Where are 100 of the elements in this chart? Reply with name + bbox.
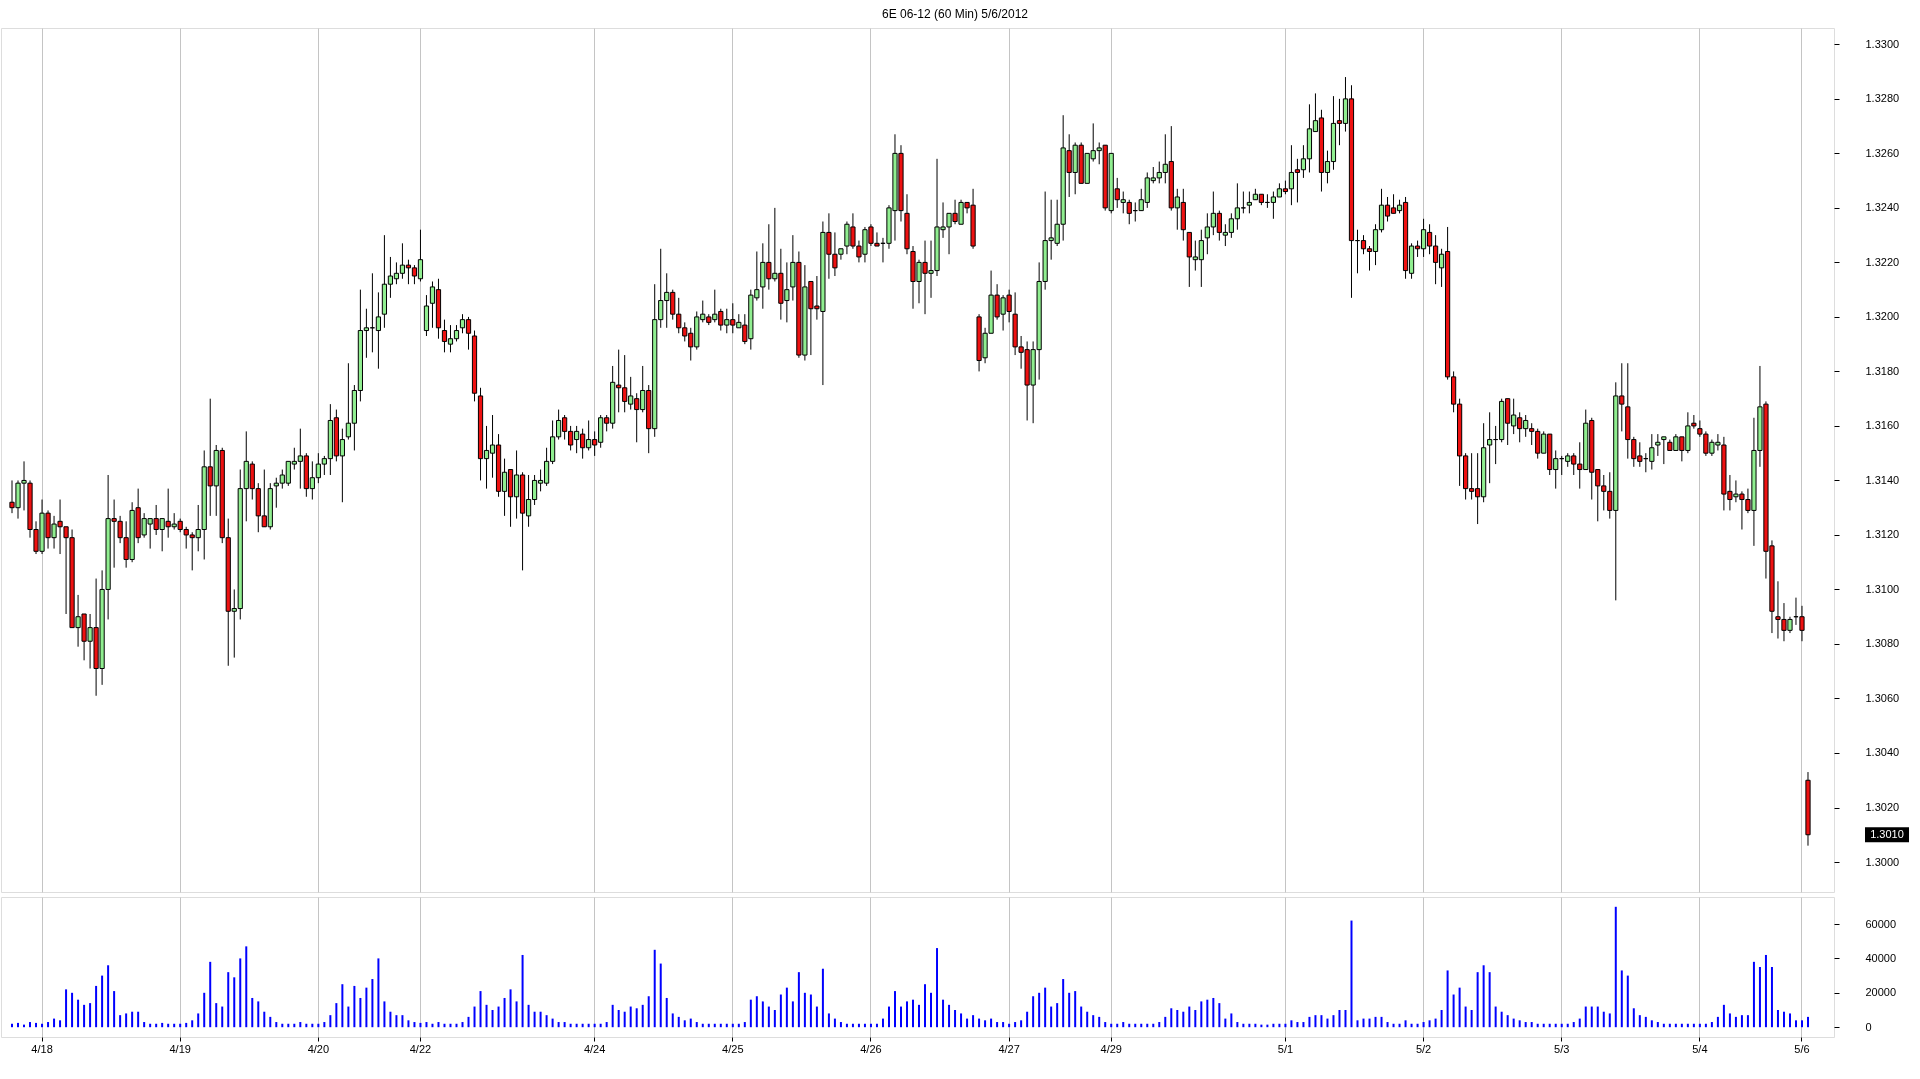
bar [647,996,650,1028]
bar [677,1016,680,1028]
x-tick-label: 5/4 [1692,1042,1708,1055]
bar [827,1013,830,1028]
bar [1200,1001,1203,1028]
bar [641,1004,644,1028]
bar [1770,967,1773,1028]
x-tick-label: 4/22 [409,1042,432,1055]
bar [1326,1018,1329,1028]
bar [467,1016,470,1028]
bar [1176,1010,1179,1028]
bar [1794,1020,1797,1028]
bar [629,1006,632,1028]
bar [761,1001,764,1028]
bar [473,1006,476,1028]
bar [1530,1022,1533,1028]
bar [257,1001,260,1028]
bar [1194,1010,1197,1028]
bar [671,1013,674,1028]
bar [209,961,212,1028]
x-tick-label: 5/2 [1415,1042,1432,1055]
y-tick-label: 40000 [1865,951,1897,964]
bar [1014,1022,1017,1028]
bar [611,1004,614,1028]
x-tick-label: 4/27 [998,1042,1020,1055]
bar [137,1011,140,1028]
bar [239,958,242,1028]
bar [1584,1006,1587,1028]
bar [197,1013,200,1028]
bar [893,991,896,1028]
bar [341,984,344,1028]
bar [1800,1020,1803,1028]
bar [563,1022,566,1028]
bar [533,1011,536,1028]
bar [1362,1018,1365,1028]
bar [1350,920,1353,1028]
x-tick-label: 4/18 [31,1042,53,1055]
bar [479,991,482,1028]
bar [119,1015,122,1028]
bar [545,1015,548,1028]
bar [1590,1006,1593,1028]
bar [1476,972,1479,1028]
bar [689,1018,692,1028]
bar [749,999,752,1028]
x-tick-label: 4/20 [307,1042,330,1055]
bar [1236,1022,1239,1028]
bar [83,1004,86,1028]
bar [954,1010,957,1028]
bar [1038,992,1041,1028]
bar [1764,954,1767,1028]
bar [1224,1018,1227,1028]
bar [1380,1016,1383,1028]
bar [1807,1016,1809,1028]
bar [275,1022,278,1028]
bar [191,1020,194,1028]
bar [203,992,206,1028]
bar [1656,1022,1659,1028]
bar [1518,1020,1521,1028]
bar [299,1022,302,1028]
x-tick-label: 4/29 [1100,1042,1122,1055]
bar [71,992,74,1028]
bar [329,1015,332,1028]
bar [365,987,368,1028]
bar [1608,1013,1611,1028]
bar [1098,1016,1101,1028]
bar [978,1018,981,1028]
bar [497,1006,500,1028]
bar [113,991,116,1028]
x-tick-label: 4/26 [860,1042,882,1055]
bar [107,965,110,1028]
bar [1296,1022,1299,1028]
bar [996,1022,999,1028]
bar [1062,979,1065,1028]
bar [1776,1010,1779,1028]
bar [371,979,374,1028]
bar [1320,1015,1323,1028]
bar [1020,1020,1023,1028]
bar [1002,1022,1005,1028]
bar [1050,1006,1053,1028]
bar [269,1016,272,1028]
bar [1620,970,1623,1028]
bar [401,1015,404,1028]
bar [1644,1016,1647,1028]
x-tick-label: 5/1 [1277,1042,1294,1055]
bar [984,1020,987,1028]
bar [227,972,230,1028]
bar [461,1022,464,1028]
bar [1056,1003,1059,1028]
bar [515,1001,518,1028]
x-tick-label: 4/19 [169,1042,191,1055]
bar [1638,1015,1641,1028]
bar [930,992,933,1028]
bar [1302,1022,1305,1028]
bar [966,1018,969,1028]
bar [1182,1011,1185,1028]
bar [1446,970,1449,1028]
bar [1080,1006,1083,1028]
y-tick-label: 20000 [1865,986,1897,999]
bar [960,1013,963,1028]
bar [407,1020,410,1028]
